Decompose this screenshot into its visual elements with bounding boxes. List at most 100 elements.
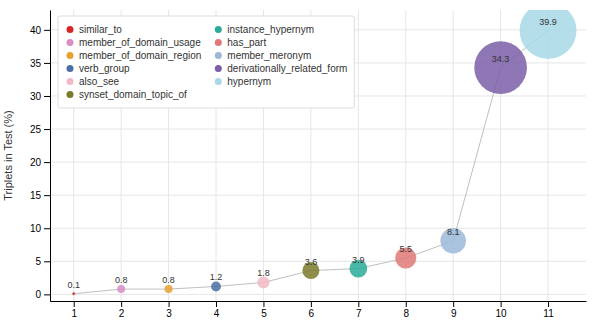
legend-swatch xyxy=(215,65,222,72)
y-axis: 0510152025303540 xyxy=(30,11,51,302)
x-tick: 5 xyxy=(261,301,267,319)
y-tick: 40 xyxy=(30,25,50,36)
x-tick: 1 xyxy=(71,301,77,319)
y-tick-label: 30 xyxy=(30,91,42,102)
y-tick-label: 35 xyxy=(30,58,42,69)
x-tick-label: 10 xyxy=(496,308,508,319)
y-tick-label: 40 xyxy=(30,25,42,36)
data-label: 0.1 xyxy=(67,280,80,290)
x-tick: 7 xyxy=(356,301,362,319)
x-tick-mark xyxy=(453,301,454,307)
legend-label: has_part xyxy=(227,37,266,48)
x-tick-mark xyxy=(311,301,312,307)
legend-label: derivationally_related_form xyxy=(227,63,347,74)
x-tick-label: 7 xyxy=(356,308,362,319)
legend-swatch xyxy=(67,65,74,72)
chart: 12345678910110510152025303540Triplets in… xyxy=(0,0,600,325)
y-tick: 25 xyxy=(30,124,50,135)
bubble xyxy=(117,285,125,293)
x-tick-label: 1 xyxy=(71,308,77,319)
legend-item: similar_to xyxy=(67,24,123,35)
legend-label: verb_group xyxy=(79,63,130,74)
data-label: 1.8 xyxy=(257,268,270,278)
x-tick: 10 xyxy=(496,301,508,319)
legend-item: verb_group xyxy=(67,63,131,74)
x-tick: 3 xyxy=(166,301,172,319)
bubble xyxy=(165,285,173,293)
legend-swatch xyxy=(67,91,74,98)
legend-item: also_see xyxy=(67,76,120,87)
x-tick-mark xyxy=(406,301,407,307)
y-tick-label: 10 xyxy=(30,223,42,234)
legend-item: derivationally_related_form xyxy=(215,63,348,74)
legend-label: hypernym xyxy=(227,76,271,87)
data-label: 3.9 xyxy=(352,255,365,265)
data-label: 0.8 xyxy=(115,275,128,285)
y-tick-mark xyxy=(44,294,50,295)
data-label: 3.6 xyxy=(305,257,318,267)
bubble xyxy=(72,292,75,295)
grid xyxy=(50,10,586,301)
x-tick-mark xyxy=(358,301,359,307)
legend-item: instance_hypernym xyxy=(215,24,314,35)
y-axis-line xyxy=(50,11,51,302)
legend-label: also_see xyxy=(79,76,119,87)
x-tick-mark xyxy=(263,301,264,307)
x-tick-label: 3 xyxy=(166,308,172,319)
y-tick-mark xyxy=(44,261,50,262)
legend-label: instance_hypernym xyxy=(227,24,314,35)
x-tick-label: 11 xyxy=(543,308,554,319)
y-tick-label: 5 xyxy=(35,256,41,267)
x-tick-label: 2 xyxy=(119,308,125,319)
data-label: 8.1 xyxy=(447,227,460,237)
data-label: 5.5 xyxy=(399,244,412,254)
x-tick-mark xyxy=(169,301,170,307)
y-tick-mark xyxy=(44,30,50,31)
data-label: 0.8 xyxy=(162,275,175,285)
legend-item: member_meronym xyxy=(215,50,311,61)
x-tick: 4 xyxy=(214,301,220,319)
bubble xyxy=(474,41,527,94)
y-tick-label: 20 xyxy=(30,157,42,168)
y-tick-label: 0 xyxy=(35,289,41,300)
legend: similar_tomember_of_domain_usagemember_o… xyxy=(58,16,354,108)
y-tick: 30 xyxy=(30,91,50,102)
legend-item: member_of_domain_usage xyxy=(67,37,202,48)
y-tick-mark xyxy=(44,162,50,163)
data-label: 39.9 xyxy=(539,17,557,27)
legend-swatch xyxy=(215,78,222,85)
legend-swatch xyxy=(215,26,222,33)
legend-label: member_of_domain_usage xyxy=(79,37,201,48)
legend-label: member_meronym xyxy=(227,50,311,61)
legend-swatch xyxy=(215,39,222,46)
y-tick-label: 25 xyxy=(30,124,42,135)
y-tick: 5 xyxy=(35,256,50,267)
x-tick-label: 8 xyxy=(403,308,409,319)
grid-line-y xyxy=(50,261,586,262)
grid-line-y xyxy=(50,228,586,229)
y-tick: 0 xyxy=(35,289,50,300)
legend-swatch xyxy=(67,78,74,85)
legend-item: synset_domain_topic_of xyxy=(67,89,188,100)
legend-swatch xyxy=(67,39,74,46)
x-tick-mark xyxy=(121,301,122,307)
x-tick: 9 xyxy=(451,301,457,319)
legend-swatch xyxy=(67,26,74,33)
grid-line-y xyxy=(50,162,586,163)
legend-frame xyxy=(58,16,354,108)
x-tick: 8 xyxy=(403,301,409,319)
y-tick-mark xyxy=(44,228,50,229)
grid-line-y xyxy=(50,195,586,196)
y-tick-mark xyxy=(44,96,50,97)
y-tick: 10 xyxy=(30,223,50,234)
grid-line-y xyxy=(50,294,586,295)
x-tick-mark xyxy=(216,301,217,307)
x-tick: 11 xyxy=(543,301,554,319)
y-tick-mark xyxy=(44,195,50,196)
x-tick-label: 4 xyxy=(214,308,220,319)
x-tick: 6 xyxy=(309,301,315,319)
legend-swatch xyxy=(67,52,74,59)
y-tick-mark xyxy=(44,63,50,64)
y-tick: 20 xyxy=(30,157,50,168)
grid-line-y xyxy=(50,129,586,130)
